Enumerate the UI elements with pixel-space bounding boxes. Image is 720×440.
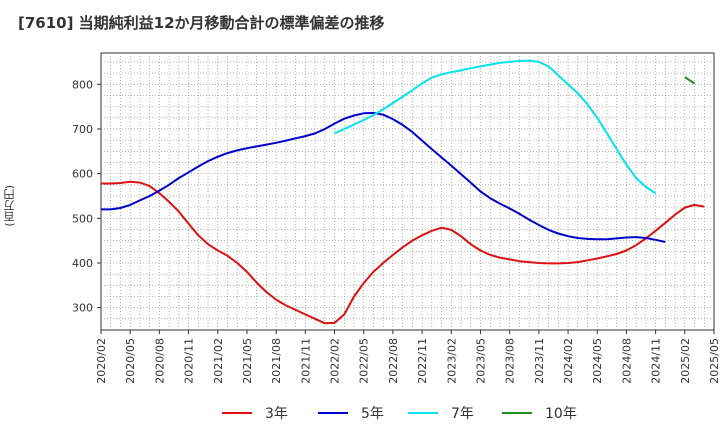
x-tick-label: 2020/05 — [124, 338, 137, 384]
series-line-7年 — [334, 59, 657, 195]
y-tick-label: 500 — [72, 212, 93, 225]
legend-label: 10年 — [545, 406, 577, 422]
legend: 3年 5年 7年 10年 — [222, 406, 577, 422]
x-tick-label: 2022/05 — [358, 338, 371, 384]
series-line-5年 — [101, 111, 666, 243]
x-tick-label: 2020/11 — [183, 338, 196, 384]
x-tick-label: 2022/11 — [416, 338, 429, 384]
legend-label: 5年 — [361, 406, 384, 422]
x-tick-label: 2022/08 — [387, 338, 400, 384]
x-tick-label: 2023/08 — [504, 338, 517, 384]
series-line-10年 — [684, 76, 696, 85]
x-tick-label: 2024/08 — [620, 338, 633, 384]
x-tick-label: 2021/02 — [212, 338, 225, 384]
x-tick-label: 2021/05 — [241, 338, 254, 384]
x-tick-label: 2020/02 — [95, 338, 108, 384]
y-tick-label: 600 — [72, 168, 93, 181]
y-tick-label: 400 — [72, 257, 93, 270]
x-tick-label: 2021/08 — [270, 338, 283, 384]
x-tick-label: 2024/02 — [562, 338, 575, 384]
chart-title: [7610] 当期純利益12か月移動合計の標準偏差の推移 — [18, 14, 385, 32]
x-tick-label: 2023/05 — [474, 338, 487, 384]
x-tick-label: 2025/02 — [679, 338, 692, 384]
y-tick-label: 300 — [72, 302, 93, 315]
x-tick-label: 2022/02 — [329, 338, 342, 384]
legend-label: 3年 — [265, 406, 288, 422]
y-tick-label: 800 — [72, 78, 93, 91]
x-tick-label: 2025/05 — [708, 338, 720, 384]
x-tick-label: 2023/02 — [445, 338, 458, 384]
grid — [101, 53, 714, 330]
x-ticks: 2020/02 2020/05 2020/08 2020/11 2021/02 2021/… — [95, 330, 720, 384]
x-tick-label: 2023/11 — [533, 338, 546, 384]
legend-label: 7年 — [451, 406, 474, 422]
x-tick-label: 2020/08 — [153, 338, 166, 384]
x-tick-label: 2021/11 — [299, 338, 312, 384]
series-layer — [101, 59, 705, 325]
plot-frame — [100, 52, 715, 331]
plot-area — [100, 52, 715, 331]
series-line-3年 — [101, 180, 705, 325]
y-ticks: 300 400 500 600 700 800 — [72, 78, 101, 315]
y-tick-label: 700 — [72, 123, 93, 136]
x-tick-label: 2024/05 — [591, 338, 604, 384]
x-tick-label: 2024/11 — [650, 338, 663, 384]
